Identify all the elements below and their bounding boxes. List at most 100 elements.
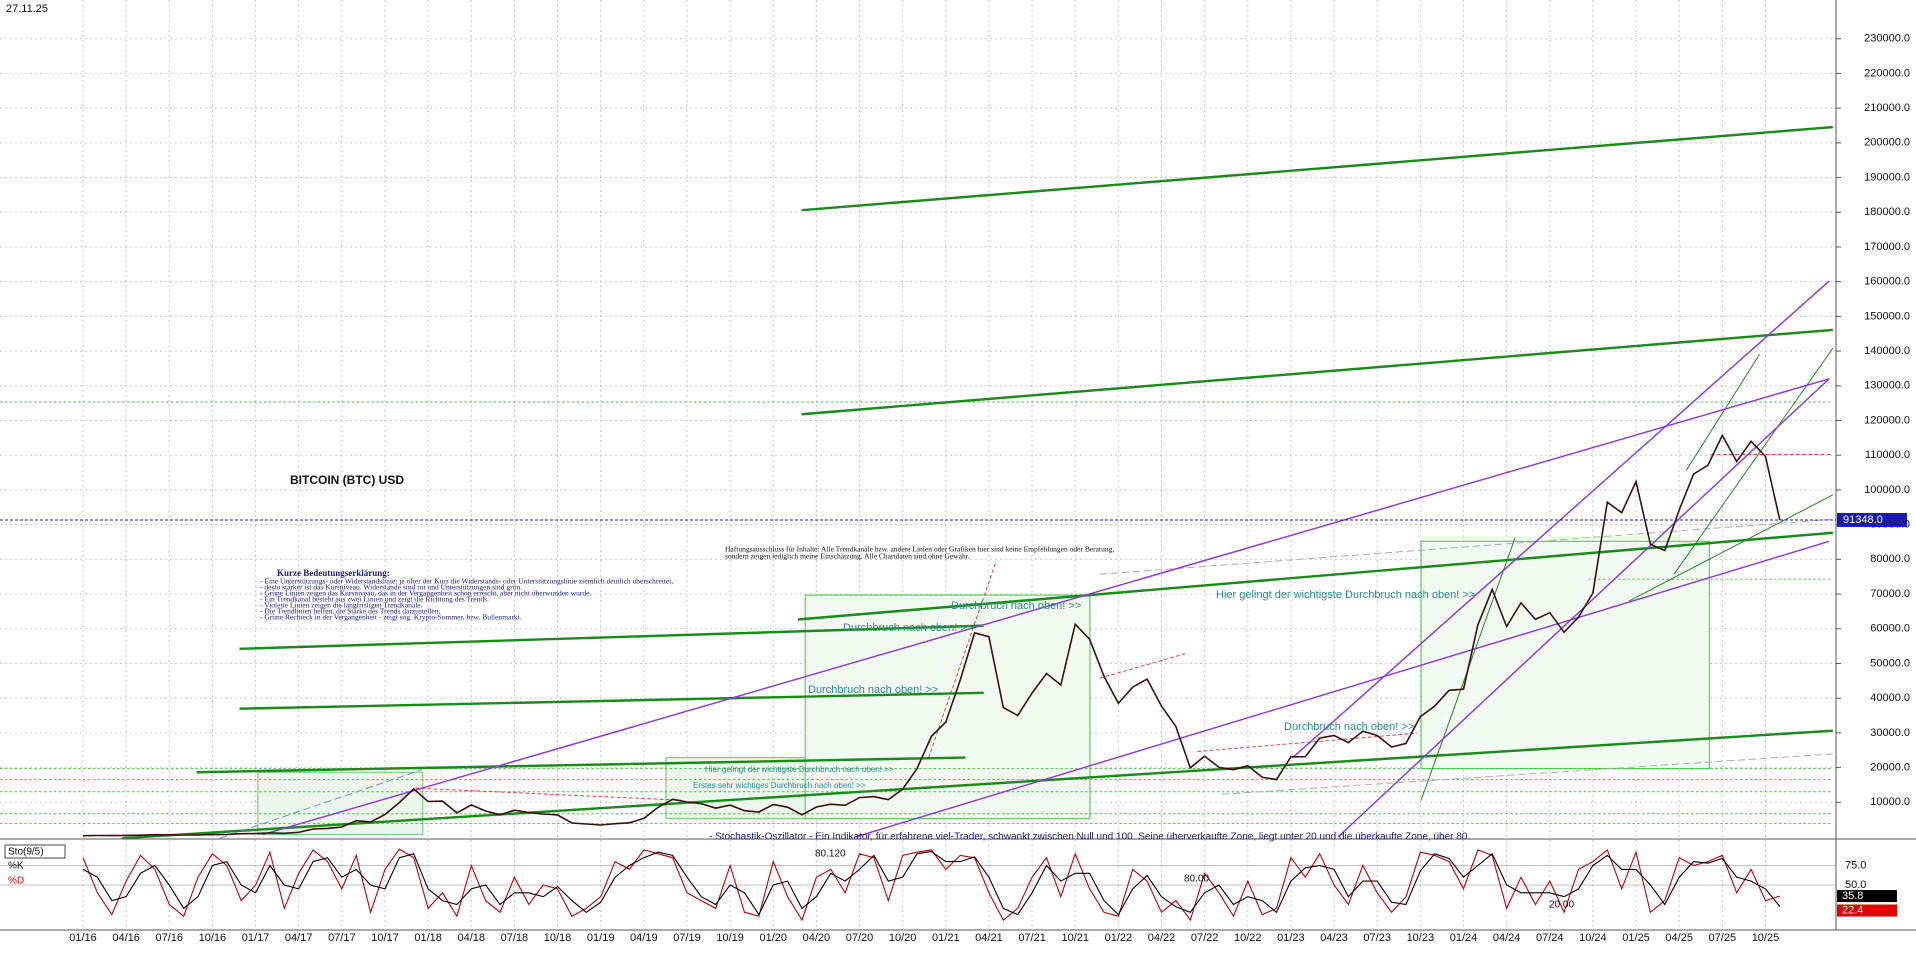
x-tick-label: 10/25 [1752, 932, 1780, 944]
x-tick-label: 04/18 [457, 932, 485, 944]
annotation: Erstes sehr wichtiges Durchbruch nach ob… [693, 781, 866, 790]
price-badge [1837, 512, 1907, 527]
x-tick-label: 01/21 [932, 932, 960, 944]
legend-label: %D [8, 876, 24, 887]
y-tick-label: 170000.0 [1864, 241, 1910, 253]
value-label: 35.8 [1842, 890, 1863, 902]
trend-lines [122, 125, 1833, 840]
x-tick-label: 01/23 [1277, 932, 1305, 944]
y-tick-label: 40000.0 [1870, 692, 1910, 704]
x-tick-label: 04/23 [1320, 932, 1348, 944]
annotation: Durchbruch nach oben! >> [843, 622, 973, 634]
x-tick-label: 04/22 [1148, 932, 1176, 944]
x-tick-label: 10/21 [1061, 932, 1089, 944]
y-tick-label: 210000.0 [1864, 102, 1910, 114]
stochastic-line [82, 848, 1780, 922]
y-tick-label: 130000.0 [1864, 380, 1910, 392]
y-tick-label: 10000.0 [1870, 796, 1910, 808]
annotation: Durchbruch nach oben! >> [1284, 721, 1414, 733]
y-tick-label: 80000.0 [1870, 553, 1910, 565]
x-tick-label: 10/18 [544, 932, 572, 944]
y-tick-label: 60000.0 [1870, 623, 1910, 635]
x-tick-label: 01/22 [1105, 932, 1133, 944]
price-label: 91348.0 [1843, 514, 1883, 526]
x-tick-label: 10/16 [199, 932, 227, 944]
y-tick-label: 150000.0 [1864, 310, 1910, 322]
legend-label: %K [8, 861, 24, 872]
annotation: Durchbruch nach oben! >> [951, 600, 1081, 612]
x-tick-label: 07/16 [156, 932, 184, 944]
helper-line [219, 769, 422, 839]
annotation: Hier gelingt der wichtigste Durchbruch n… [1216, 589, 1475, 601]
y-tick-label: 220000.0 [1864, 67, 1910, 79]
y-tick-label: 120000.0 [1864, 414, 1910, 426]
x-tick-label: 07/17 [328, 932, 356, 944]
x-tick-label: 10/20 [889, 932, 917, 944]
y-tick-label: 180000.0 [1864, 206, 1910, 218]
x-tick-label: 04/20 [803, 932, 831, 944]
chart-title: BITCOIN (BTC) USD [290, 473, 404, 487]
bull-box [257, 771, 424, 836]
x-tick-label: 07/20 [846, 932, 874, 944]
drawings [0, 125, 1834, 840]
value-badge [1837, 904, 1897, 917]
indicator-title: Sto(9/5) [8, 847, 44, 858]
y-tick-label: 110000.0 [1865, 449, 1910, 461]
bull-box [1420, 540, 1711, 770]
y-tick-label: 200000.0 [1864, 137, 1910, 149]
explanation-line: - Grüne Rechteck in der Vergangenheit - … [260, 613, 522, 622]
x-tick-label: 01/19 [587, 932, 615, 944]
x-tick-label: 10/19 [716, 932, 744, 944]
stochastic-line [82, 850, 1781, 916]
x-tick-label: 10/23 [1407, 932, 1435, 944]
x-tick-label: 07/18 [501, 932, 529, 944]
x-tick-label: 01/25 [1622, 932, 1650, 944]
explanation-line: - Eine Unterstützungs- oder Widerstandsl… [260, 577, 673, 586]
y-tick-label: 190000.0 [1864, 171, 1910, 183]
explanation-line: - desto stärker ist das Kursniveau. Wide… [260, 583, 522, 592]
value-badge [1837, 890, 1897, 903]
plot [0, 433, 1836, 922]
x-tick-label: 01/18 [414, 932, 442, 944]
x-tick-label: 07/19 [673, 932, 701, 944]
stochastic-note: - Stochastik-Oszillator - Ein Indikator,… [709, 832, 1470, 843]
explanation-title: Kurze Bedeutungserklärung: [277, 568, 390, 578]
explanation-line: - Violette Linien zeigen die langfristig… [260, 601, 423, 610]
y-tick-label: 50.0 [1845, 879, 1866, 891]
y-tick-label: 100000.0 [1864, 484, 1910, 496]
indicator-box [4, 844, 66, 859]
x-tick-label: 07/22 [1191, 932, 1219, 944]
y-tick-label: 75.0 [1845, 859, 1866, 871]
x-tick-label: 01/20 [759, 932, 787, 944]
x-tick-label: 04/24 [1493, 932, 1521, 944]
x-tick-label: 10/17 [371, 932, 399, 944]
annotation: Durchbruch nach oben! >> [808, 684, 938, 696]
date: 27.11.25 [6, 3, 48, 15]
x-tick-label: 07/24 [1536, 932, 1564, 944]
x-tick-label: 10/24 [1579, 932, 1607, 944]
y-tick-label: 30000.0 [1870, 727, 1910, 739]
y-tick-label: 140000.0 [1864, 345, 1910, 357]
y-tick-label: 20000.0 [1870, 761, 1910, 773]
y-tick-label: 50000.0 [1870, 657, 1910, 669]
x-tick-label: 07/23 [1363, 932, 1391, 944]
annotation: Hier gelingt der wichtigste Durchbruch n… [705, 765, 894, 774]
stochastic-label: 80.00 [1184, 874, 1209, 885]
x-tick-label: 04/25 [1665, 932, 1693, 944]
price-line [82, 433, 1781, 837]
x-tick-label: 04/17 [285, 932, 313, 944]
explanation-line: - Die Trendlinien helfen, die Stärke des… [260, 607, 441, 616]
x-tick-label: 01/17 [242, 932, 270, 944]
disclaimer: Haftungsausschluss für Inhalte: Alle Tre… [725, 545, 1114, 554]
resistance-lines [415, 454, 1833, 801]
x-tick-label: 04/21 [975, 932, 1003, 944]
stochastic-label: 80.120 [815, 849, 846, 860]
helper-lines [1099, 518, 1833, 795]
x-tick-label: 07/25 [1709, 932, 1737, 944]
stochastic-label: 20.00 [1549, 900, 1574, 911]
explanation-line: - Grüne Linien zeigen das Kursniveau, da… [260, 589, 591, 598]
x-tick-label: 10/22 [1234, 932, 1262, 944]
x-tick-label: 01/24 [1450, 932, 1478, 944]
x-tick-label: 01/16 [69, 932, 97, 944]
